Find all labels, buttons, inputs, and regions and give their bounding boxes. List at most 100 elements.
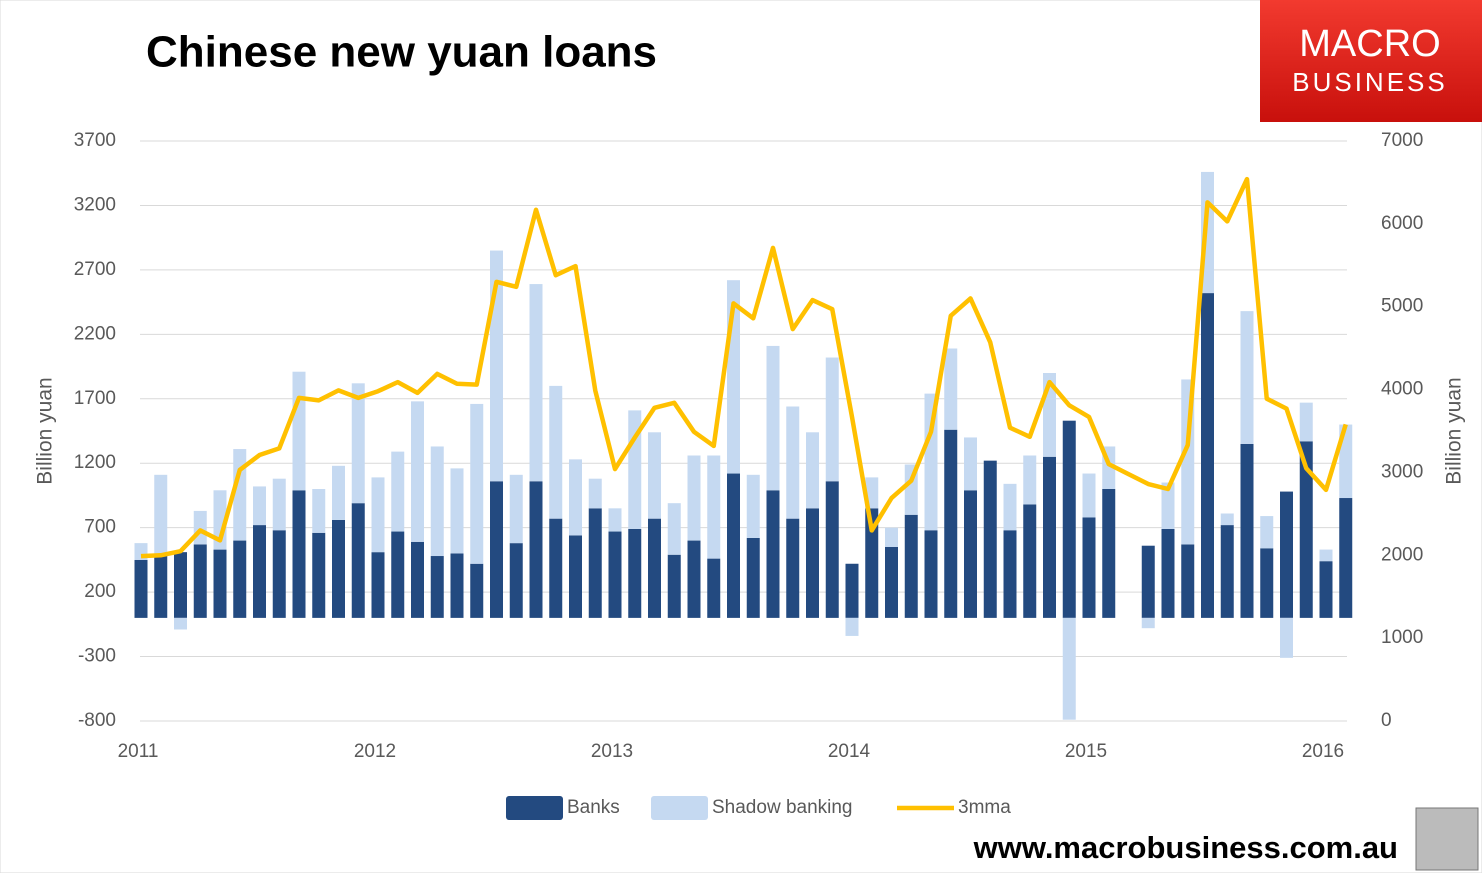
bar [430,446,444,557]
bar [1062,420,1076,618]
bar [1161,482,1175,529]
bar [904,514,918,618]
x-tick-label: 2011 [118,741,159,762]
bar [509,543,523,618]
bar [608,531,622,618]
x-tick-label: 2012 [354,741,396,762]
bar [253,525,266,618]
bar [1003,483,1017,531]
bar [1299,441,1313,618]
bar [667,503,681,555]
x-tick-label: 2016 [1302,741,1344,762]
bar [746,474,760,538]
logo-text: MACRO [1299,23,1440,65]
bar [569,459,582,536]
bar [964,437,977,491]
bar [549,385,563,519]
y-tick-label: 3200 [74,194,116,215]
y-tick-label: 1200 [74,452,116,473]
y2-tick-label: 6000 [1381,213,1423,234]
y2-tick-label: 2000 [1381,544,1423,565]
bar [648,432,661,519]
bar [490,481,503,618]
footer-icon [1415,807,1479,871]
bar [1062,617,1076,720]
bar [944,348,958,430]
legend-swatch [506,796,563,820]
bar [411,401,424,542]
bar [687,455,701,541]
bar [944,429,958,618]
bar [233,449,247,541]
chart-title: Chinese new yuan loans [146,28,657,77]
bar [845,563,859,618]
bar [371,552,385,618]
bar [727,473,740,618]
bar [450,553,464,618]
bar [1240,311,1254,444]
bar [746,537,760,618]
bar [825,357,839,482]
bar [885,547,898,618]
bar [1339,498,1353,618]
y-axis-label: Billion yuan [34,377,57,484]
x-tick-label: 2014 [828,741,871,762]
y-tick-label: -800 [78,710,116,731]
bar [174,552,187,618]
x-tick-label: 2015 [1065,741,1107,762]
bar [667,554,681,618]
bar [1161,528,1175,618]
line-series [140,176,1348,559]
y-tick-label: 3700 [74,130,116,151]
bar [332,519,345,618]
bar [430,556,444,618]
bar [154,553,168,618]
bar [1260,548,1274,618]
bar [312,532,326,618]
bar [1319,561,1333,618]
bar [1299,402,1313,442]
bar [1023,455,1037,505]
bar [1003,530,1017,618]
bar [351,503,365,618]
bar [1201,293,1214,618]
y2-tick-label: 1000 [1381,627,1423,648]
bar [450,468,464,554]
bar [1181,544,1195,618]
bar [233,540,247,618]
bar [411,541,424,618]
y2-tick-label: 7000 [1381,130,1423,151]
y-tick-label: 2200 [74,323,116,344]
bar [391,451,405,532]
bar [351,383,365,504]
bar [628,528,642,618]
bar [1141,617,1155,629]
bar [549,518,563,618]
legend-label: Shadow banking [712,797,853,818]
bar [924,530,938,618]
bar [529,481,543,618]
footer-url: www.macrobusiness.com.au [973,830,1398,865]
bar [509,474,523,544]
bar [1141,545,1155,618]
bar [1260,516,1274,549]
y-tick-label: -300 [78,646,116,667]
bar [134,559,148,618]
bar [253,486,266,526]
bar [272,530,286,618]
bar [1023,504,1037,618]
y2-axis-label: Billion yuan [1443,377,1466,484]
bar [983,460,997,618]
bar [786,406,800,519]
bar [193,510,207,545]
bar [845,617,859,636]
y2-tick-label: 5000 [1381,296,1423,317]
legend-label: 3mma [958,797,1011,818]
bar [924,393,938,531]
y2-tick-label: 4000 [1381,379,1423,400]
bar [687,540,701,618]
bar [1220,513,1234,526]
bar [885,527,898,547]
bar [391,531,405,618]
